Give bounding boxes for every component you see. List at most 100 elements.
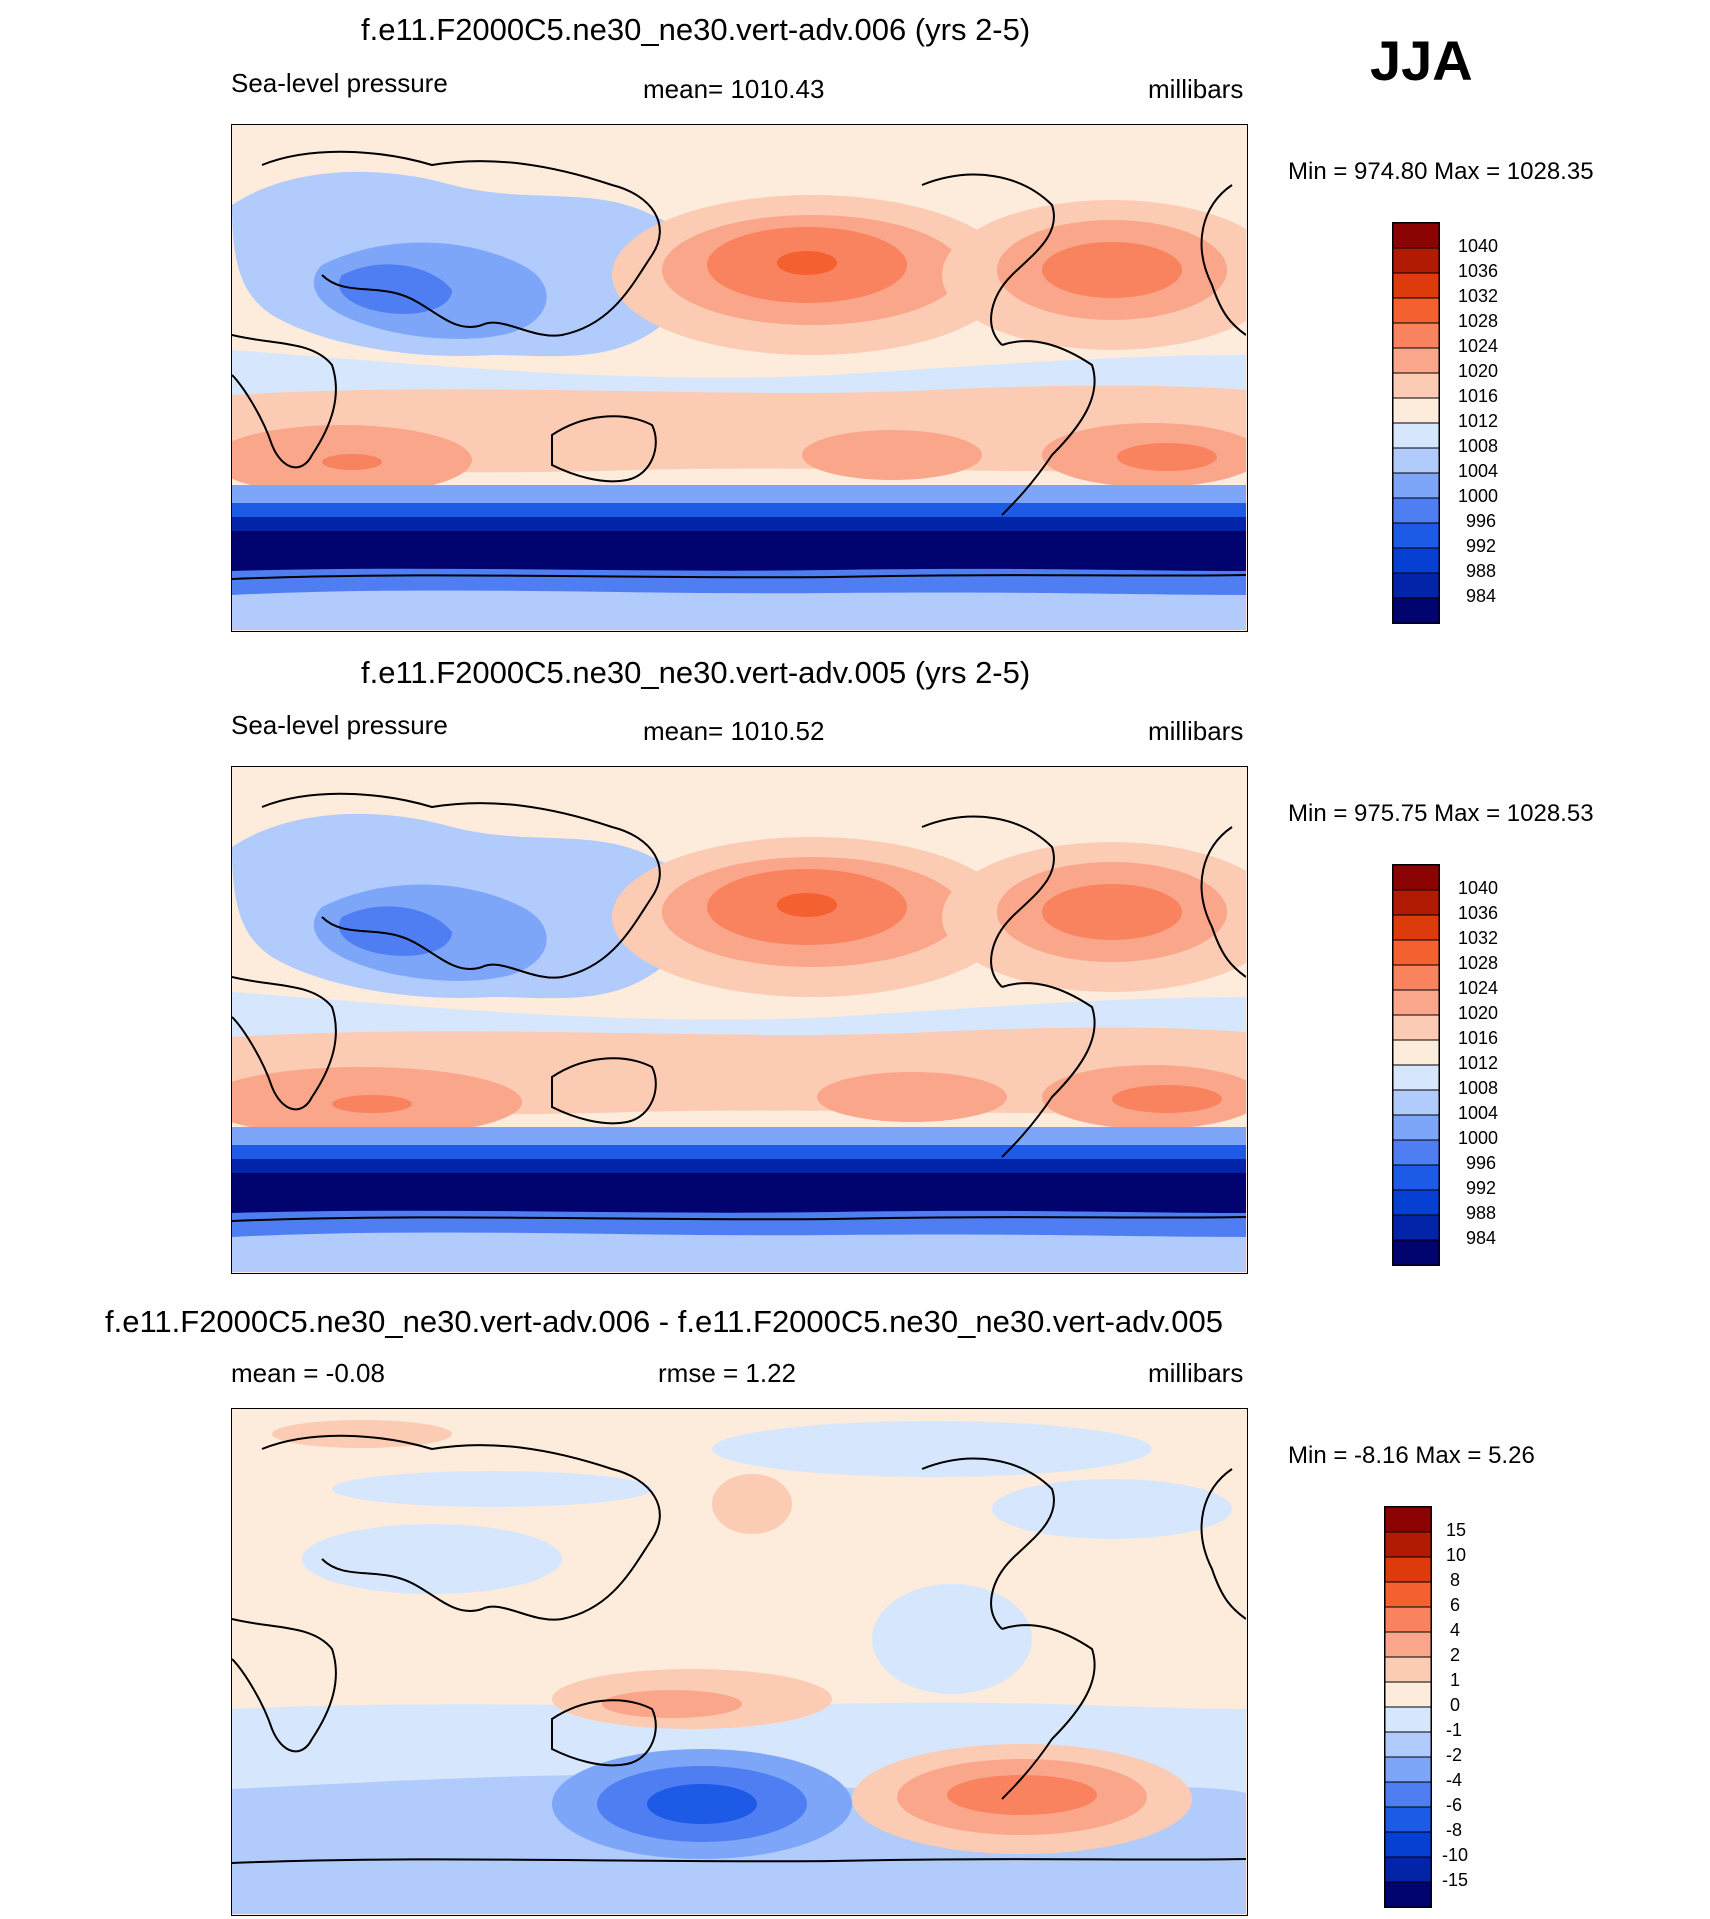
panel1-coastlines	[232, 150, 1246, 580]
panel3-natl-neg	[992, 1479, 1232, 1539]
panel3-cb-tick: 1	[1450, 1670, 1461, 1690]
panel1-colorbar-swatch	[1392, 497, 1440, 524]
panel2-asia-low-inner	[338, 906, 452, 956]
panel2-so-band-2	[232, 1145, 1246, 1159]
panel1-so-band-4	[232, 531, 1246, 571]
panel3-spac-neg-3	[647, 1784, 757, 1824]
panel2-units-label: millibars	[1148, 716, 1244, 746]
panel1-sindian-high-1024	[322, 454, 382, 470]
panel2-antarctica-interior	[232, 1232, 1246, 1272]
panel1-colorbar-swatch	[1392, 397, 1440, 424]
panel2-colorbar-box	[1392, 864, 1440, 1266]
panel3-tasman-pos-inner	[602, 1690, 742, 1718]
panel1-cb-tick: 1020	[1458, 361, 1499, 381]
panel3-colorbar-swatch	[1384, 1681, 1432, 1708]
panel3-asia-neg	[302, 1524, 562, 1594]
panel3-colorbar-swatch	[1384, 1631, 1432, 1658]
panel1-colorbar-swatch	[1392, 372, 1440, 399]
panel2-minmax: Min = 975.75 Max = 1028.53	[1288, 800, 1594, 827]
panel3-colorbar-swatch	[1384, 1581, 1432, 1608]
panel2-cb-tick: 1008	[1458, 1078, 1499, 1098]
panel3-colorbar-swatch	[1384, 1506, 1432, 1533]
panel3-units-label: millibars	[1148, 1358, 1244, 1388]
panel1-colorbar-swatch	[1392, 222, 1440, 249]
panel2-colorbar-swatch	[1392, 1014, 1440, 1041]
panel1-colorbar-swatch	[1392, 572, 1440, 599]
panel1-cb-tick: 1012	[1458, 411, 1499, 431]
panel3-title: f.e11.F2000C5.ne30_ne30.vert-adv.006 - f…	[105, 1304, 1223, 1339]
panel2-variable-label: Sea-level pressure	[231, 710, 448, 740]
panel2-cb-tick: 1024	[1458, 978, 1499, 998]
panel2-colorbar-swatch	[1392, 939, 1440, 966]
panel1-map-svg	[232, 125, 1246, 630]
panel2-cb-tick: 1040	[1458, 878, 1499, 898]
panel3-japan-pos	[712, 1474, 792, 1534]
panel2-cb-tick: 1028	[1458, 953, 1499, 973]
panel1-colorbar-swatch	[1392, 547, 1440, 574]
panel3-colorbar-swatch	[1384, 1831, 1432, 1858]
panel1-so-band-1	[232, 485, 1246, 503]
panel1-cb-tick: 1000	[1458, 486, 1499, 506]
panel3-coastlines	[232, 1434, 1246, 1864]
panel2-colorbar-swatch	[1392, 964, 1440, 991]
panel2-cb-tick: 1036	[1458, 903, 1499, 923]
panel2-cb-tick: 1000	[1458, 1128, 1499, 1148]
panel3-colorbar-swatch	[1384, 1781, 1432, 1808]
panel1-cb-tick: 984	[1466, 586, 1497, 606]
panel1-so-band-3	[232, 517, 1246, 531]
panel2-colorbar-swatch	[1392, 1039, 1440, 1066]
panel3-mean-label: mean = -0.08	[231, 1358, 385, 1388]
panel1-cb-tick: 992	[1466, 536, 1497, 556]
panel3-colorbar-box	[1384, 1506, 1432, 1908]
panel1-cb-tick: 1036	[1458, 261, 1499, 281]
panel1-colorbar-swatches	[1392, 222, 1440, 624]
panel2-colorbar-swatch	[1392, 1064, 1440, 1091]
panel1-variable-label: Sea-level pressure	[231, 68, 448, 98]
panel1-units-label: millibars	[1148, 74, 1244, 104]
panel2-colorbar-swatch	[1392, 889, 1440, 916]
panel2-cb-tick: 1004	[1458, 1103, 1499, 1123]
panel3-colorbar-swatch	[1384, 1606, 1432, 1633]
panel1-title: f.e11.F2000C5.ne30_ne30.vert-adv.006 (yr…	[361, 12, 1031, 47]
panel3-cb-tick: 2	[1450, 1645, 1461, 1665]
panel1-colorbar-swatch	[1392, 447, 1440, 474]
panel1-colorbar-swatch	[1392, 347, 1440, 374]
panel1-map	[231, 124, 1248, 632]
panel1-colorbar-swatch	[1392, 422, 1440, 449]
panel2-azores-high-1024	[1042, 884, 1182, 940]
panel1-cb-tick: 1024	[1458, 336, 1499, 356]
panel1-colorbar-swatch	[1392, 597, 1440, 624]
panel3-rmse-label: rmse = 1.22	[658, 1358, 797, 1388]
panel3-colorbar-swatch	[1384, 1856, 1432, 1883]
panel3-cb-tick: -15	[1442, 1870, 1469, 1890]
panel3-arctic-neg	[712, 1421, 1152, 1477]
panel1-minmax: Min = 974.80 Max = 1028.35	[1288, 158, 1594, 185]
panel3-colorbar-swatch	[1384, 1531, 1432, 1558]
panel2-cb-tick: 992	[1466, 1178, 1497, 1198]
panel2-title: f.e11.F2000C5.ne30_ne30.vert-adv.005 (yr…	[361, 655, 1031, 690]
panel3-colorbar-swatch	[1384, 1756, 1432, 1783]
panel2-colorbar-swatch	[1392, 914, 1440, 941]
panel3-colorbar-swatch	[1384, 1881, 1432, 1908]
panel1-colorbar-swatch	[1392, 297, 1440, 324]
panel1-azores-high-1024	[1042, 242, 1182, 298]
panel3-colorbar-swatch	[1384, 1806, 1432, 1833]
panel2-satl-high-1024	[1112, 1085, 1222, 1113]
panel1-asia-low-inner	[338, 264, 452, 314]
panel3-cb-tick: 10	[1446, 1545, 1467, 1565]
panel2-cb-tick: 1016	[1458, 1028, 1499, 1048]
panel2-map-svg	[232, 767, 1246, 1272]
panel2-so-band-1	[232, 1127, 1246, 1145]
panel3-cb-tick: 15	[1446, 1520, 1467, 1540]
panel3-colorbar-swatch	[1384, 1656, 1432, 1683]
panel3-nh-neg-band	[332, 1471, 652, 1507]
panel2-cb-tick: 1032	[1458, 928, 1499, 948]
panel1-colorbar-swatch	[1392, 247, 1440, 274]
panel3-map-svg	[232, 1409, 1246, 1914]
panel3-cb-tick: 6	[1450, 1595, 1461, 1615]
panel2-cb-tick: 988	[1466, 1203, 1497, 1223]
panel2-so-band-4	[232, 1173, 1246, 1213]
panel3-cb-tick: -8	[1446, 1820, 1463, 1840]
panel2-colorbar-swatch	[1392, 1114, 1440, 1141]
panel3-cb-tick: -1	[1446, 1720, 1463, 1740]
